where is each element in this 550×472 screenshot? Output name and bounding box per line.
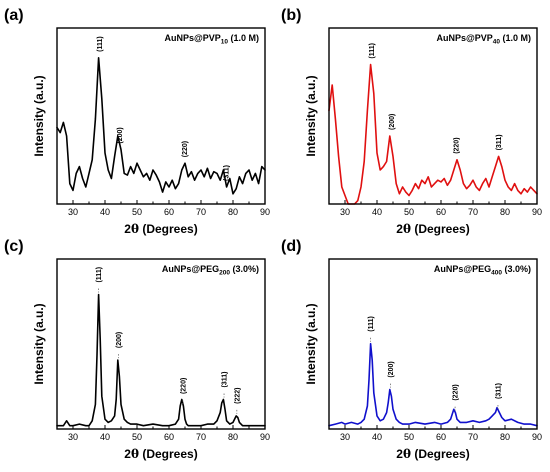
plot-title: AuNPs@PEG400 (3.0%) bbox=[434, 264, 531, 277]
peak-label: (220) bbox=[182, 141, 189, 157]
x-axis-label: 2θ (Degrees) bbox=[124, 222, 197, 236]
x-tick-label: 60 bbox=[436, 432, 446, 442]
x-tick-label: 80 bbox=[228, 432, 238, 442]
plot-title: AuNPs@PVP10 (1.0 M) bbox=[164, 33, 259, 46]
peak-label: (200) bbox=[116, 332, 123, 348]
y-axis-label: Intensity (a.u.) bbox=[304, 75, 318, 156]
x-tick-label: 50 bbox=[132, 432, 142, 442]
peak-label: (220) bbox=[454, 137, 461, 153]
x-axis-label: 2θ (Degrees) bbox=[124, 447, 197, 461]
peak-label: (311) bbox=[222, 372, 229, 388]
peak-label: (222) bbox=[234, 388, 241, 404]
x-tick-label: 80 bbox=[500, 432, 510, 442]
peak-label: (311) bbox=[223, 165, 230, 181]
x-tick-label: 40 bbox=[100, 432, 110, 442]
x-axis-label: 2θ (Degrees) bbox=[396, 447, 469, 461]
x-tick-label: 40 bbox=[372, 432, 382, 442]
x-tick-label: 40 bbox=[100, 207, 110, 217]
series-line bbox=[56, 57, 266, 195]
peak-label: (200) bbox=[388, 361, 395, 377]
x-tick-label: 80 bbox=[500, 207, 510, 217]
peak-label: (111) bbox=[369, 43, 376, 59]
plot-frame bbox=[56, 27, 266, 205]
panel-letter: (c) bbox=[4, 238, 24, 255]
x-tick-label: 90 bbox=[532, 207, 542, 217]
x-tick-label: 70 bbox=[196, 432, 206, 442]
series-line bbox=[328, 63, 538, 205]
y-axis-label: Intensity (a.u.) bbox=[304, 303, 318, 384]
peak-label: (220) bbox=[180, 378, 187, 394]
x-axis-label: 2θ (Degrees) bbox=[396, 222, 469, 236]
x-tick-label: 90 bbox=[532, 432, 542, 442]
x-tick-label: 60 bbox=[164, 432, 174, 442]
panel-letter: (a) bbox=[4, 7, 24, 24]
plot-frame bbox=[56, 258, 266, 430]
x-tick-label: 70 bbox=[468, 207, 478, 217]
x-tick-label: 30 bbox=[68, 207, 78, 217]
x-tick-label: 50 bbox=[132, 207, 142, 217]
y-axis-label: Intensity (a.u.) bbox=[32, 75, 46, 156]
x-tick-label: 70 bbox=[196, 207, 206, 217]
x-tick-label: 30 bbox=[68, 432, 78, 442]
plot-frame bbox=[328, 258, 538, 430]
panel-b: (b) (111) (200) (220) (311) 30 40 50 60 70 80 90 AuN… bbox=[281, 7, 542, 236]
panel-letter: (b) bbox=[281, 7, 301, 24]
peak-label: (200) bbox=[117, 127, 124, 143]
plot-title: AuNPs@PVP40 (1.0 M) bbox=[436, 33, 531, 46]
x-tick-label: 50 bbox=[404, 207, 414, 217]
y-axis-label: Intensity (a.u.) bbox=[32, 303, 46, 384]
panel-a: (a) (111) (200) (220) (311) 30 40 50 60 70 80 90 AuN… bbox=[4, 7, 270, 236]
series-line bbox=[56, 293, 266, 427]
x-tick-label: 30 bbox=[340, 432, 350, 442]
plot-frame bbox=[328, 27, 538, 205]
series-line bbox=[328, 342, 538, 427]
peak-label: (111) bbox=[368, 316, 375, 332]
peak-label: (200) bbox=[389, 114, 396, 130]
peak-label: (220) bbox=[453, 384, 460, 400]
x-tick-label: 90 bbox=[260, 432, 270, 442]
peak-label: (311) bbox=[495, 383, 502, 399]
plot-title: AuNPs@PEG200 (3.0%) bbox=[162, 264, 259, 277]
x-tick-label: 50 bbox=[404, 432, 414, 442]
peak-label: (311) bbox=[496, 134, 503, 150]
panel-c: (c) (111) (200) (220) (311) (222) 30 40 50 60 70 80… bbox=[4, 238, 270, 461]
x-tick-label: 60 bbox=[164, 207, 174, 217]
panel-letter: (d) bbox=[281, 238, 301, 255]
peak-label: (111) bbox=[97, 36, 104, 52]
x-tick-label: 30 bbox=[340, 207, 350, 217]
panel-d: (d) (111) (200) (220) (311) 30 40 50 60 70 80 90 AuN… bbox=[281, 238, 542, 461]
x-tick-label: 90 bbox=[260, 207, 270, 217]
x-tick-label: 60 bbox=[436, 207, 446, 217]
x-tick-label: 40 bbox=[372, 207, 382, 217]
peak-label: (111) bbox=[96, 267, 103, 283]
x-tick-label: 70 bbox=[468, 432, 478, 442]
x-tick-label: 80 bbox=[228, 207, 238, 217]
